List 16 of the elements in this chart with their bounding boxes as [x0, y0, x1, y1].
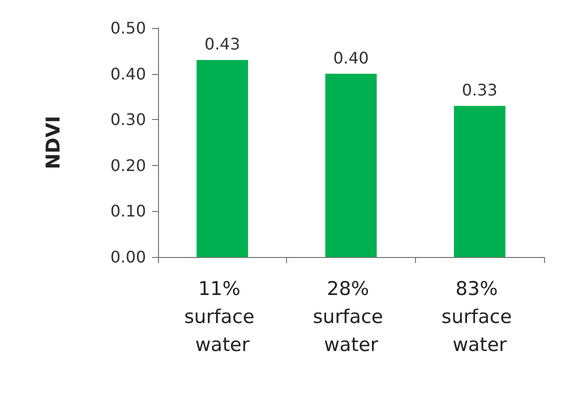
y-tick-label: 0.50 [110, 18, 146, 38]
x-tick-label: 83% surface water [442, 278, 518, 356]
x-tick-label: 28% surface water [312, 278, 390, 356]
bar [196, 60, 248, 257]
y-tick-label: 0.30 [110, 110, 146, 130]
bar [325, 74, 377, 257]
y-tick-label: 0.40 [110, 64, 146, 84]
data-label: 0.40 [333, 48, 369, 68]
data-label: 0.33 [462, 80, 498, 100]
data-label: 0.43 [204, 34, 240, 54]
y-tick-label: 0.10 [110, 202, 146, 221]
y-tick-label: 0.20 [110, 156, 146, 175]
y-axis-title: NDVI [42, 116, 64, 170]
bar [454, 106, 506, 257]
x-tick-label: 11% surface water [184, 278, 260, 356]
y-tick-label: 0.00 [110, 248, 146, 266]
